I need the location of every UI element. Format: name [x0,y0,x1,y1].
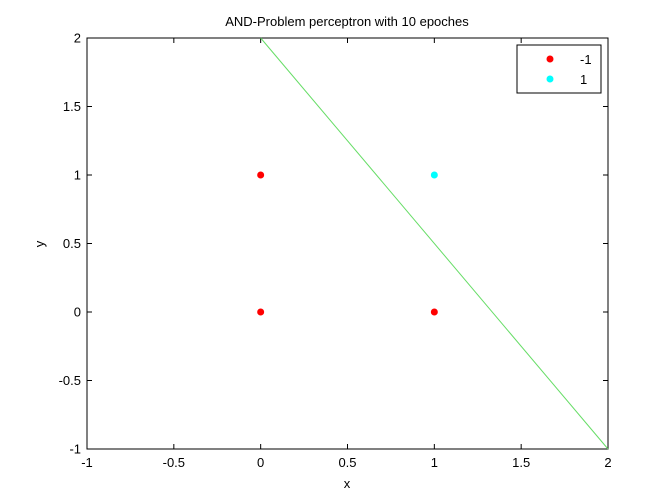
y-tick-label: 1 [74,168,81,183]
chart-title: AND-Problem perceptron with 10 epoches [225,14,469,29]
x-tick-label: 2 [604,455,611,470]
y-tick-label: -0.5 [59,373,81,388]
plot-area [86,37,609,450]
x-tick-label: 0 [257,455,264,470]
y-tick-label: 2 [74,31,81,46]
legend-marker-red [546,55,554,63]
data-point-series-0 [257,171,265,179]
y-tick-label: 1.5 [63,99,81,114]
legend-marker-cyan [546,75,554,83]
x-tick-label: -0.5 [163,455,185,470]
x-tick-label: -1 [81,455,93,470]
legend-box [516,44,602,94]
legend-label-neg: -1 [580,52,592,67]
y-tick-label: 0 [74,305,81,320]
data-point-series-0 [430,308,438,316]
x-tick-label: 1 [431,455,438,470]
x-tick-labels: -1 -0.5 0 0.5 1 1.5 2 [81,455,611,470]
data-point-series-1 [430,171,438,179]
x-axis-label: x [344,476,351,491]
tick-marks [86,37,609,450]
points-layer [257,171,438,316]
decision-boundary-line [260,37,609,450]
data-point-series-0 [257,308,265,316]
y-tick-labels: -1 -0.5 0 0.5 1 1.5 2 [59,31,81,457]
y-axis-label: y [32,240,47,247]
x-tick-label: 0.5 [338,455,356,470]
legend: -1 1 [516,44,602,94]
y-tick-label: -1 [69,442,81,457]
x-tick-label: 1.5 [512,455,530,470]
legend-label-pos: 1 [580,72,587,87]
y-tick-label: 0.5 [63,236,81,251]
plot-frame [86,37,609,450]
